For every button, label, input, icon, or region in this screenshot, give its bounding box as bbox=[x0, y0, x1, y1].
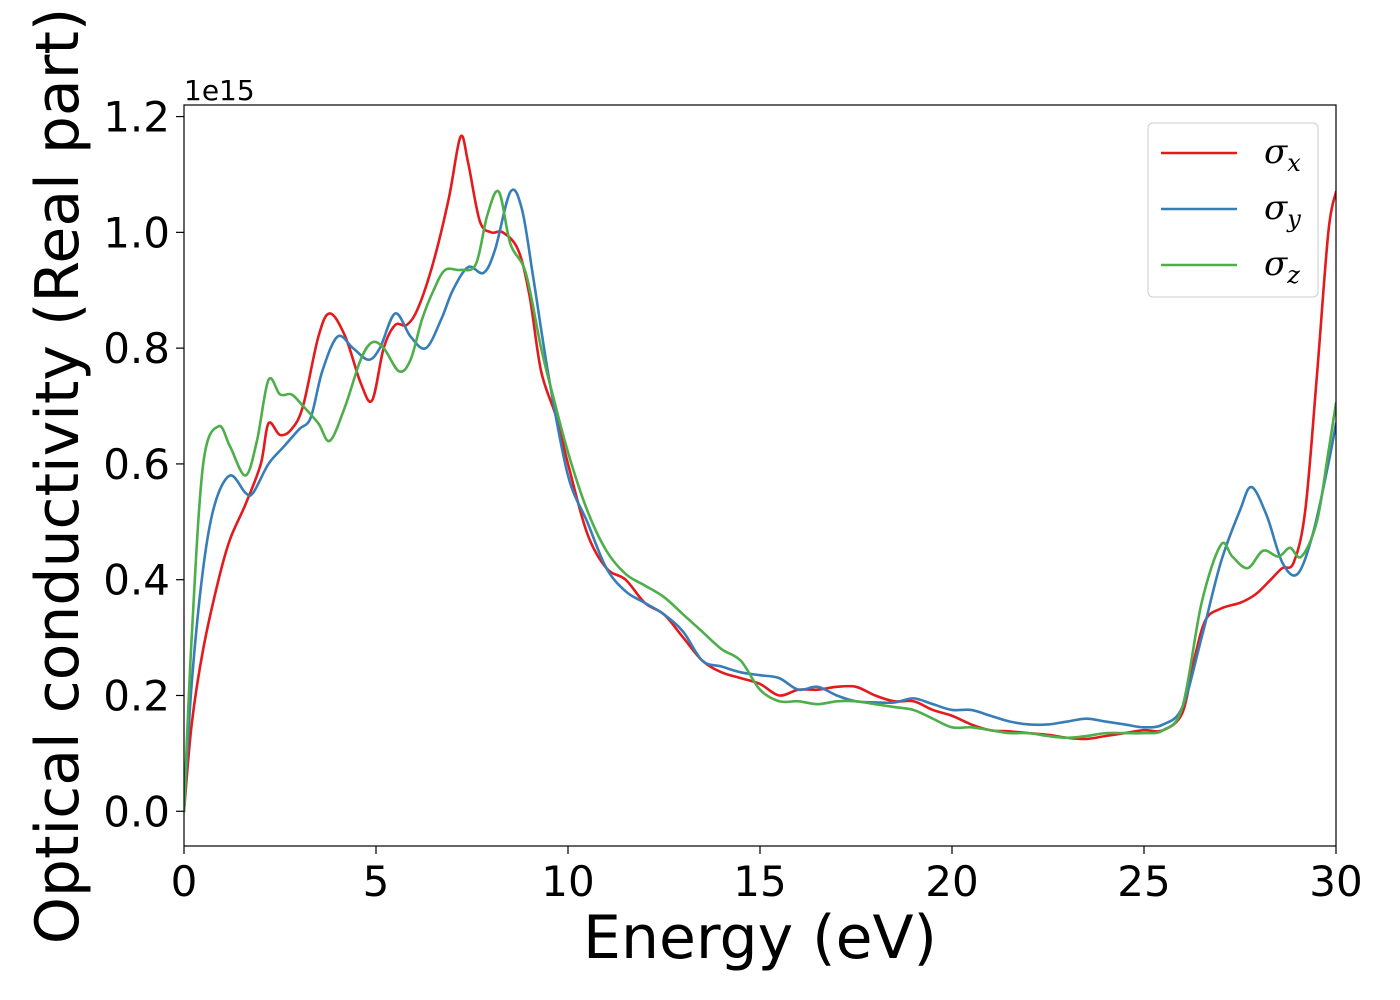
y-offset-label: 1e15 bbox=[184, 74, 255, 107]
series-layer bbox=[184, 134, 1336, 813]
legend: σx σy σz bbox=[1147, 122, 1319, 298]
y-tick-label: 0.4 bbox=[103, 556, 170, 605]
x-tick-label: 15 bbox=[733, 857, 786, 906]
legend-label-sigma-z: σz bbox=[1264, 244, 1300, 289]
legend-label-sigma-x: σx bbox=[1264, 132, 1301, 177]
x-axis-label: Energy (eV) bbox=[583, 903, 937, 973]
y-tick-label: 0.8 bbox=[103, 324, 170, 373]
series-line-sigma-y bbox=[184, 188, 1336, 813]
series-line-sigma-z bbox=[184, 189, 1336, 813]
legend-label-sigma-y: σy bbox=[1264, 188, 1301, 233]
y-tick-label: 0.0 bbox=[103, 787, 170, 836]
x-axis-ticks: 0 5 10 15 20 25 30 bbox=[171, 846, 1363, 906]
y-axis-ticks: 0.0 0.2 0.4 0.6 0.8 1.0 1.2 bbox=[103, 93, 184, 836]
y-tick-label: 1.0 bbox=[103, 208, 170, 257]
x-tick-label: 5 bbox=[363, 857, 390, 906]
y-tick-label: 0.6 bbox=[103, 440, 170, 489]
y-tick-label: 0.2 bbox=[103, 671, 170, 720]
x-tick-label: 0 bbox=[171, 857, 198, 906]
x-tick-label: 25 bbox=[1117, 857, 1170, 906]
x-tick-label: 20 bbox=[925, 857, 978, 906]
y-axis-label: Optical conductivity (Real part) bbox=[23, 8, 93, 945]
x-tick-label: 30 bbox=[1309, 857, 1362, 906]
x-tick-label: 10 bbox=[541, 857, 594, 906]
y-tick-label: 1.2 bbox=[103, 93, 170, 142]
